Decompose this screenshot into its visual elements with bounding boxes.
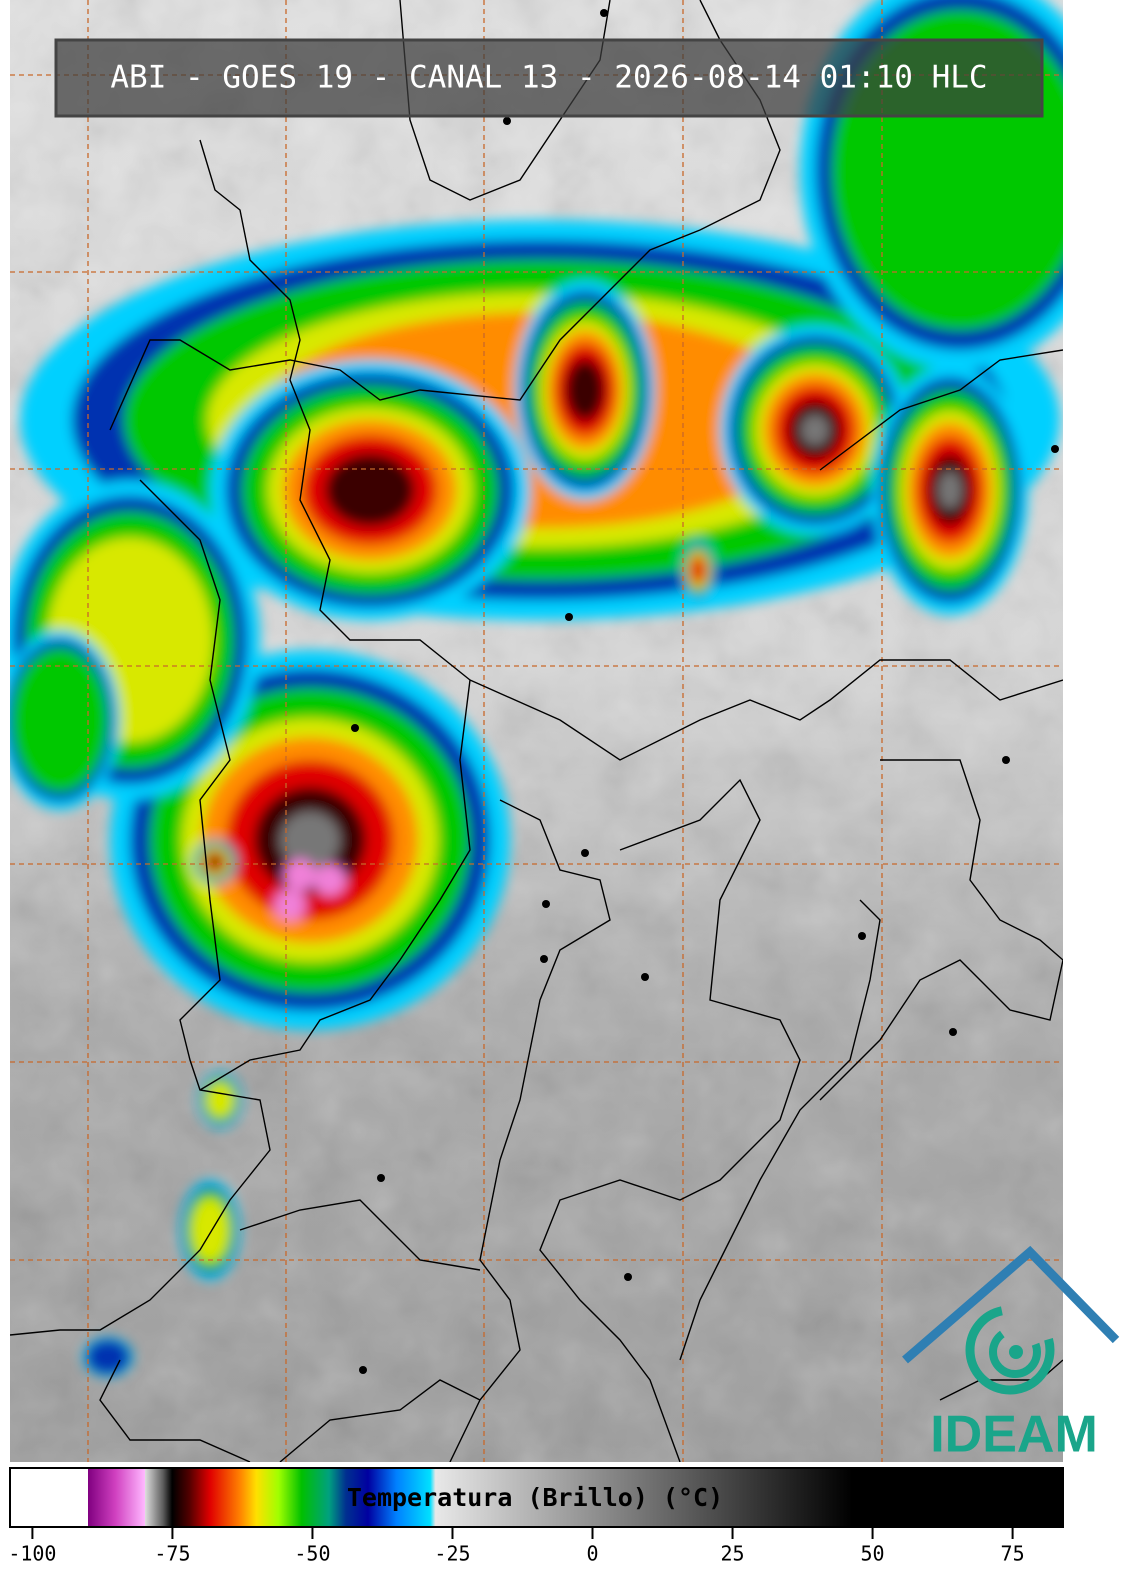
logo-swirl — [1009, 1345, 1023, 1359]
cloud-cell — [12, 648, 108, 792]
boundaries — [10, 0, 1063, 1462]
cloud-cell — [280, 811, 340, 869]
map — [10, 0, 1063, 1462]
tick-label: -75 — [154, 1542, 190, 1566]
cloud-cell — [800, 414, 830, 446]
city-dot — [542, 900, 550, 908]
cloud-cell — [85, 1339, 131, 1375]
city-dot — [1051, 445, 1059, 453]
city-dot — [540, 955, 548, 963]
colorbar — [9, 1467, 1064, 1528]
tick-label: 25 — [720, 1542, 744, 1566]
cloud-tops — [10, 0, 1063, 1377]
logo-swirl — [965, 1305, 1055, 1395]
cloud-cell — [208, 855, 222, 869]
city-dot — [377, 1174, 385, 1182]
logo-text: IDEAM — [930, 1406, 1098, 1464]
tick-label: -25 — [434, 1542, 470, 1566]
cloud-cell — [325, 453, 415, 527]
cloud-cell — [938, 471, 962, 509]
title: ABI - GOES 19 - CANAL 13 - 2026-08-14 01… — [110, 60, 987, 96]
city-dot — [858, 932, 866, 940]
city-dot — [351, 724, 359, 732]
cloud-cell — [690, 557, 706, 583]
tick-label: 0 — [586, 1542, 598, 1566]
city-dot — [581, 849, 589, 857]
cities — [351, 9, 1059, 1374]
tick-label: -100 — [8, 1542, 56, 1566]
logo-swirl — [989, 1326, 1041, 1378]
city-dot — [600, 9, 608, 17]
cloud-cell — [205, 1082, 235, 1118]
city-dot — [565, 613, 573, 621]
overshooting-top — [284, 859, 316, 891]
logo-roof — [902, 1245, 1120, 1364]
tick-label: 75 — [1001, 1542, 1025, 1566]
city-dot — [949, 1028, 957, 1036]
city-dot — [1002, 756, 1010, 764]
colorbar-axis: -100 -75 -50 -25 0 25 50 75 — [8, 1527, 1025, 1566]
city-dot — [359, 1366, 367, 1374]
title-box — [54, 38, 1044, 118]
overshooting-top — [274, 889, 306, 921]
tick-label: 50 — [861, 1542, 885, 1566]
city-dot — [503, 117, 511, 125]
cloud-cell — [565, 359, 605, 421]
tick-label: -50 — [294, 1542, 330, 1566]
cloud-cell — [190, 1198, 230, 1262]
logo: IDEAM — [902, 1245, 1120, 1464]
colorbar-title: Temperatura (Brillo) (°C) — [347, 1483, 723, 1512]
city-dot — [641, 973, 649, 981]
overshooting-top — [314, 864, 346, 896]
city-dot — [624, 1273, 632, 1281]
